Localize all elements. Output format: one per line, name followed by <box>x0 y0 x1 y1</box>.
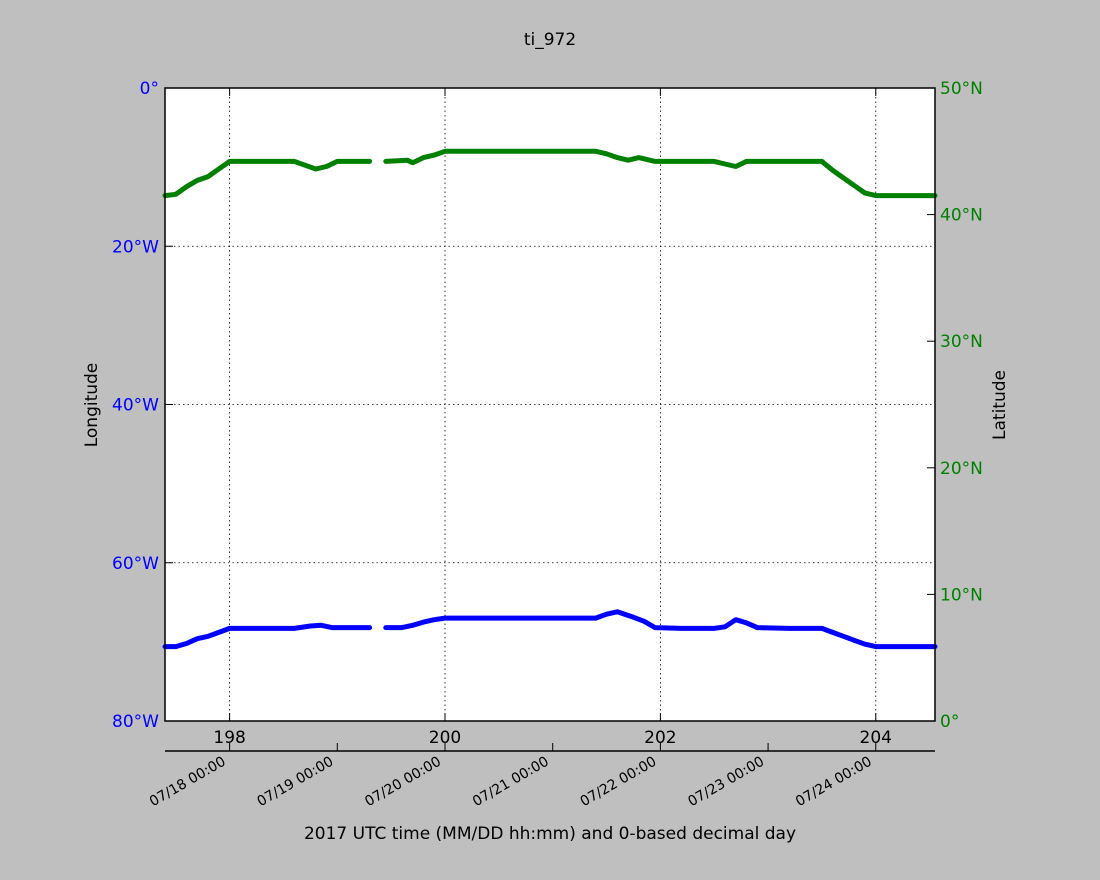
x-tick-label-day: 204 <box>860 728 892 748</box>
plot-area <box>165 88 935 721</box>
x-tick-label-day: 202 <box>644 728 676 748</box>
y-tick-label-left: 60°W <box>112 554 159 574</box>
x-tick-label-day: 200 <box>429 728 461 748</box>
latitude-series-line <box>162 158 373 199</box>
chart-title: ti_972 <box>524 30 576 50</box>
y-tick-label-right: 20°N <box>940 459 983 479</box>
x-tick-label-date: 07/22 00:00 <box>578 754 660 810</box>
y-tick-label-right: 0° <box>940 712 959 732</box>
longitude-series-line <box>383 609 938 650</box>
y-axis-label-right: Latitude <box>990 370 1010 440</box>
y-tick-label-right: 30°N <box>940 332 983 352</box>
y-axis-label-left: Longitude <box>82 363 102 448</box>
y-tick-label-left: 80°W <box>112 712 159 732</box>
x-tick-label-day: 198 <box>213 728 245 748</box>
y-tick-label-right: 10°N <box>940 585 983 605</box>
x-tick-label-date: 07/20 00:00 <box>362 754 444 810</box>
grid <box>165 87 935 722</box>
longitude-series-line <box>162 622 373 650</box>
x-tick-label-date: 07/21 00:00 <box>470 754 552 810</box>
x-tick-label-date: 07/23 00:00 <box>685 754 767 810</box>
y-tick-label-left: 20°W <box>112 237 159 257</box>
y-tick-label-right: 40°N <box>940 206 983 226</box>
x-axis-label: 2017 UTC time (MM/DD hh:mm) and 0-based … <box>304 824 796 844</box>
latitude-series-line <box>383 148 938 199</box>
x-tick-label-date: 07/19 00:00 <box>255 754 337 810</box>
y-tick-label-left: 0° <box>140 79 159 99</box>
series-group <box>162 148 938 650</box>
y-tick-label-right: 50°N <box>940 79 983 99</box>
x-tick-label-date: 07/24 00:00 <box>793 754 875 810</box>
y-tick-label-left: 40°W <box>112 396 159 416</box>
x-tick-label-date: 07/18 00:00 <box>147 754 229 810</box>
